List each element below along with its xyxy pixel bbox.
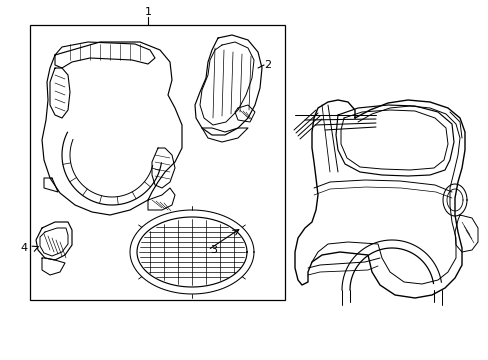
Text: 1: 1 (144, 7, 151, 17)
Text: 3: 3 (209, 245, 217, 255)
Bar (30, 25, 285, 300)
Text: 2: 2 (264, 60, 270, 70)
Text: 4: 4 (21, 243, 28, 253)
